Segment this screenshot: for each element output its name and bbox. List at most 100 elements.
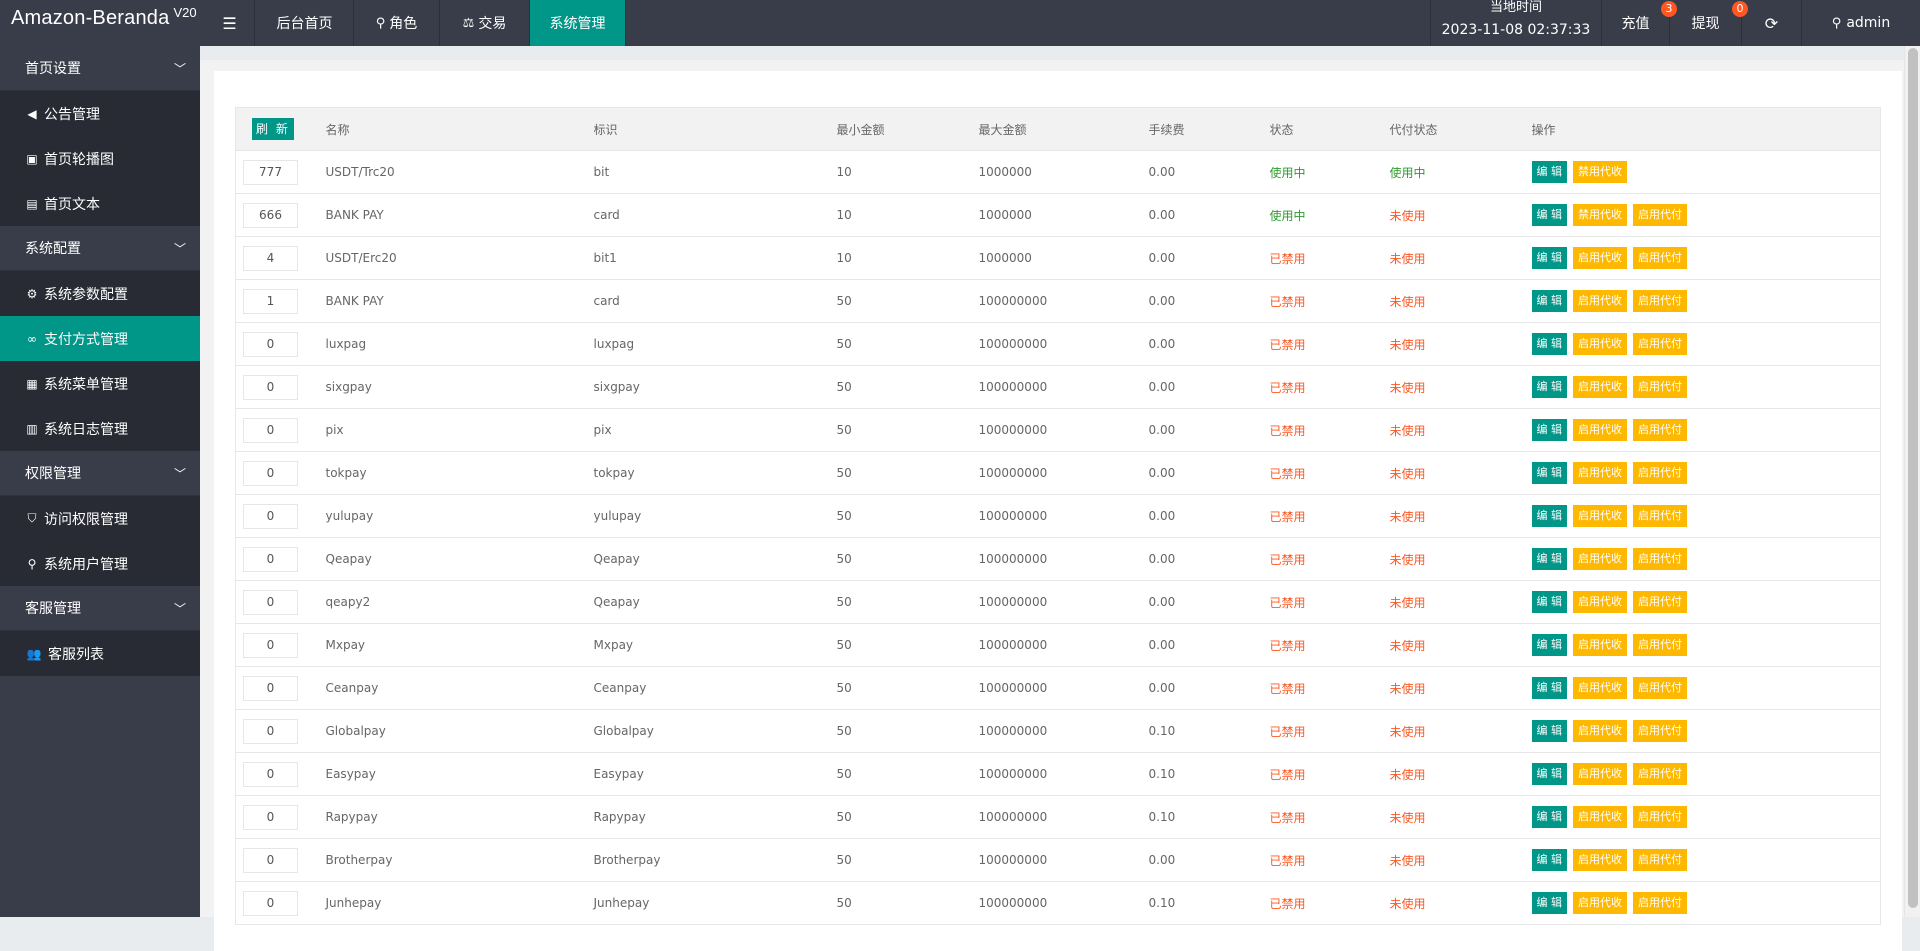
edit-button[interactable]: 编 辑 [1531,462,1567,484]
collection-toggle-button[interactable]: 启用代收 [1573,333,1627,355]
sort-order-input[interactable]: 0 [243,331,298,357]
sort-order-input[interactable]: 1 [243,288,298,314]
collection-toggle-button[interactable]: 禁用代收 [1573,161,1627,183]
collection-toggle-button[interactable]: 启用代收 [1573,849,1627,871]
sidebar-group-permissions[interactable]: 权限管理 ﹀ [0,451,200,496]
edit-button[interactable]: 编 辑 [1531,720,1567,742]
sort-order-input[interactable]: 0 [243,589,298,615]
sort-order-input[interactable]: 0 [243,675,298,701]
payout-toggle-button[interactable]: 启用代付 [1633,634,1687,656]
edit-button[interactable]: 编 辑 [1531,161,1567,183]
sidebar-item-access-permissions[interactable]: ⛉ 访问权限管理 [0,496,200,541]
edit-button[interactable]: 编 辑 [1531,333,1567,355]
sidebar-item-system-users[interactable]: ⚲ 系统用户管理 [0,541,200,586]
sidebar-item-announcements[interactable]: ◀ 公告管理 [0,91,200,136]
sort-order-input[interactable]: 0 [243,718,298,744]
sort-order-input[interactable]: 666 [243,202,298,228]
sort-order-input[interactable]: 0 [243,890,298,916]
sort-order-input[interactable]: 0 [243,546,298,572]
collection-toggle-button[interactable]: 启用代收 [1573,634,1627,656]
payout-toggle-button[interactable]: 启用代付 [1633,591,1687,613]
sidebar-item-system-menu[interactable]: ▦ 系统菜单管理 [0,361,200,406]
sidebar-item-carousel[interactable]: ▣ 首页轮播图 [0,136,200,181]
payout-toggle-button[interactable]: 启用代付 [1633,720,1687,742]
payout-toggle-button[interactable]: 启用代付 [1633,892,1687,914]
sort-order-input[interactable]: 0 [243,632,298,658]
sidebar-group-system-config[interactable]: 系统配置 ﹀ [0,226,200,271]
edit-button[interactable]: 编 辑 [1531,548,1567,570]
payout-toggle-button[interactable]: 启用代付 [1633,548,1687,570]
sort-order-input[interactable]: 0 [243,503,298,529]
edit-button[interactable]: 编 辑 [1531,247,1567,269]
fee-cell: 0.10 [1133,752,1255,796]
payout-toggle-button[interactable]: 启用代付 [1633,505,1687,527]
sort-order-input[interactable]: 0 [243,460,298,486]
payout-toggle-button[interactable]: 启用代付 [1633,849,1687,871]
edit-button[interactable]: 编 辑 [1531,591,1567,613]
collection-toggle-button[interactable]: 启用代收 [1573,892,1627,914]
collection-toggle-button[interactable]: 启用代收 [1573,419,1627,441]
sidebar-item-home-text[interactable]: ▤ 首页文本 [0,181,200,226]
collection-toggle-button[interactable]: 启用代收 [1573,806,1627,828]
withdraw-button[interactable]: 提现 0 [1670,0,1748,46]
edit-button[interactable]: 编 辑 [1531,849,1567,871]
edit-button[interactable]: 编 辑 [1531,634,1567,656]
collection-toggle-button[interactable]: 启用代收 [1573,720,1627,742]
edit-button[interactable]: 编 辑 [1531,806,1567,828]
payout-toggle-button[interactable]: 启用代付 [1633,677,1687,699]
edit-button[interactable]: 编 辑 [1531,290,1567,312]
payout-toggle-button[interactable]: 启用代付 [1633,419,1687,441]
sort-order-input[interactable]: 777 [243,159,298,185]
edit-button[interactable]: 编 辑 [1531,892,1567,914]
payout-toggle-button[interactable]: 启用代付 [1633,376,1687,398]
sort-order-input[interactable]: 0 [243,847,298,873]
payout-toggle-button[interactable]: 启用代付 [1633,462,1687,484]
collection-toggle-button[interactable]: 启用代收 [1573,763,1627,785]
sidebar-group-customer-service[interactable]: 客服管理 ﹀ [0,586,200,631]
payout-toggle-button[interactable]: 启用代付 [1633,247,1687,269]
sort-order-input[interactable]: 0 [243,374,298,400]
recharge-button[interactable]: 充值 3 [1602,0,1677,46]
collection-toggle-button[interactable]: 启用代收 [1573,247,1627,269]
nav-admin-home[interactable]: 后台首页 [256,0,354,46]
min-amount-cell: 50 [821,537,964,581]
sort-order-input[interactable]: 4 [243,245,298,271]
sort-order-input[interactable]: 0 [243,804,298,830]
collection-toggle-button[interactable]: 启用代收 [1573,505,1627,527]
sidebar-item-cs-list[interactable]: 👥 客服列表 [0,631,200,676]
sort-order-input[interactable]: 0 [243,417,298,443]
collection-toggle-button[interactable]: 启用代收 [1573,677,1627,699]
sidebar-item-system-params[interactable]: ⚙ 系统参数配置 [0,271,200,316]
collection-toggle-button[interactable]: 启用代收 [1573,376,1627,398]
edit-button[interactable]: 编 辑 [1531,419,1567,441]
sort-cell: 0 [235,623,311,667]
sidebar-group-home-settings[interactable]: 首页设置 ﹀ [0,46,200,91]
nav-system-admin[interactable]: 系统管理 [530,0,626,46]
edit-button[interactable]: 编 辑 [1531,763,1567,785]
edit-button[interactable]: 编 辑 [1531,376,1567,398]
payout-toggle-button[interactable]: 启用代付 [1633,763,1687,785]
refresh-icon[interactable]: ⟳ [1742,0,1802,46]
sidebar-item-payment-methods[interactable]: ∞ 支付方式管理 [0,316,200,361]
sidebar-item-system-logs[interactable]: ▥ 系统日志管理 [0,406,200,451]
nav-trade[interactable]: ⚖ 交易 [440,0,530,46]
edit-button[interactable]: 编 辑 [1531,677,1567,699]
payout-toggle-button[interactable]: 启用代付 [1633,290,1687,312]
edit-button[interactable]: 编 辑 [1531,505,1567,527]
collection-toggle-button[interactable]: 启用代收 [1573,462,1627,484]
vertical-scrollbar[interactable] [1904,46,1920,917]
nav-roles[interactable]: ⚲ 角色 [354,0,440,46]
sort-order-input[interactable]: 0 [243,761,298,787]
payout-toggle-button[interactable]: 启用代付 [1633,333,1687,355]
collection-toggle-button[interactable]: 禁用代收 [1573,204,1627,226]
edit-button[interactable]: 编 辑 [1531,204,1567,226]
collection-toggle-button[interactable]: 启用代收 [1573,290,1627,312]
scrollbar-thumb[interactable] [1908,48,1918,908]
refresh-button[interactable]: 刷 新 [252,118,294,140]
payout-toggle-button[interactable]: 启用代付 [1633,204,1687,226]
menu-toggle-icon[interactable]: ☰ [205,0,255,46]
collection-toggle-button[interactable]: 启用代收 [1573,591,1627,613]
collection-toggle-button[interactable]: 启用代收 [1573,548,1627,570]
payout-toggle-button[interactable]: 启用代付 [1633,806,1687,828]
user-menu[interactable]: ⚲ admin [1802,0,1920,46]
